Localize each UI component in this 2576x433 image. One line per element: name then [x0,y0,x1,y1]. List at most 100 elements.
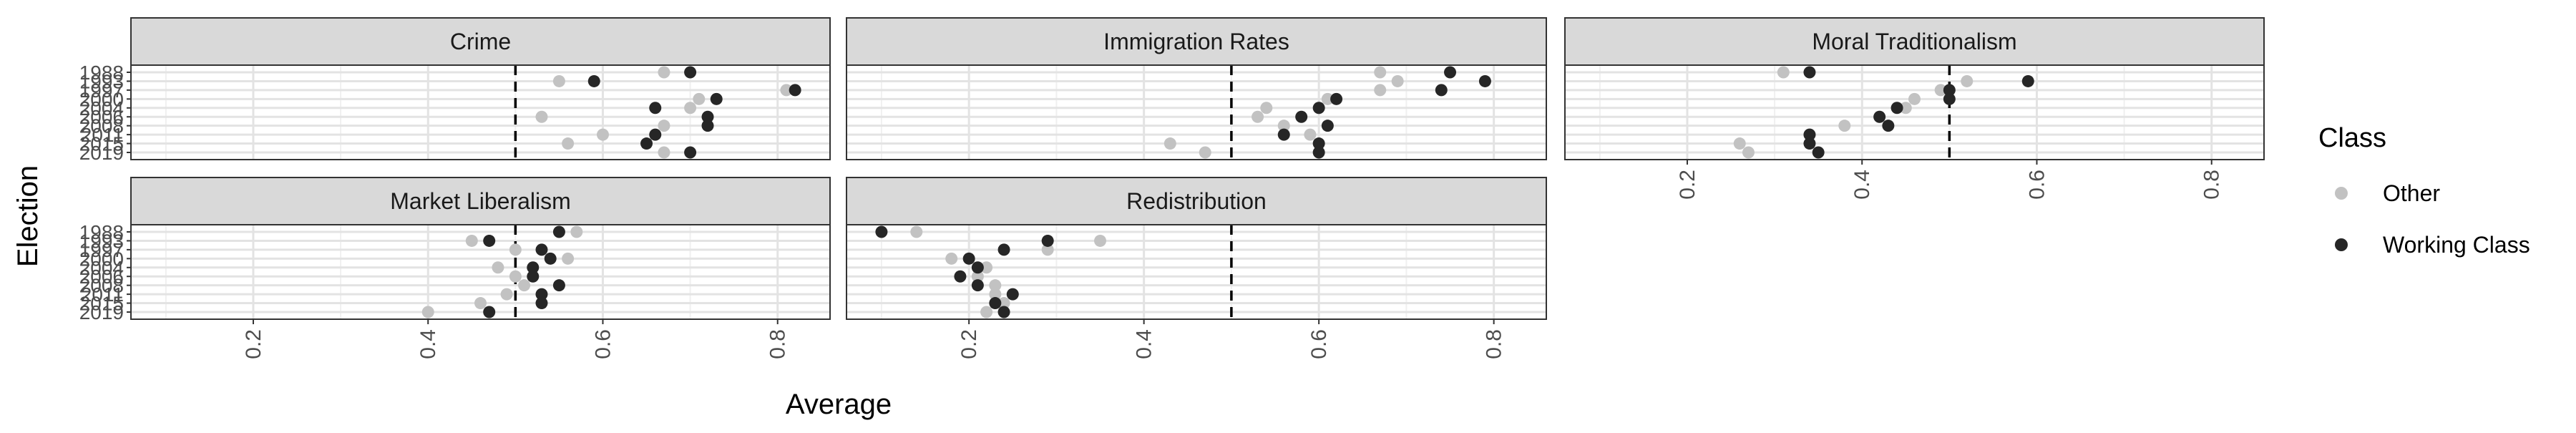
panel-border [846,64,1547,160]
data-point-working [710,92,723,105]
data-point-other [693,92,706,105]
y-tick-label: 1997 [79,239,124,261]
data-point-working [1330,92,1343,105]
data-point-working [1803,137,1816,150]
y-tick-label: 2004 [79,97,124,120]
y-tick-label: 1993 [79,70,124,92]
x-tick-label: 0.6 [1307,329,1331,359]
data-point-working [997,306,1010,318]
data-point-other [1961,74,1974,87]
data-point-working [962,252,975,265]
facet-strip [130,17,831,66]
data-point-working [1312,102,1325,115]
data-point-other [658,146,670,159]
y-tick-label: 2006 [79,266,124,288]
x-tick-label: 0.4 [416,329,440,359]
facet-panel: Redistribution 0.2 0.4 0.6 0.8 [846,177,1547,359]
x-tick-label: 0.6 [591,329,615,359]
data-point-other [997,297,1010,310]
data-point-other [562,137,575,150]
data-point-other [1934,84,1947,97]
data-point-working [1873,110,1886,123]
data-point-other [945,252,958,265]
data-point-working [701,110,714,123]
y-tick-label: 1988 [79,221,124,243]
data-point-working [1943,84,1956,97]
data-point-other [1277,120,1290,132]
data-point-other [1908,92,1921,105]
data-point-other [1742,146,1755,159]
data-point-working [989,297,1002,310]
facet-title: Immigration Rates [1103,29,1289,54]
data-point-other [562,252,575,265]
data-point-other [1374,66,1387,79]
data-point-working [1006,288,1019,301]
y-tick-label: 2006 [79,106,124,128]
legend-key-working [2335,238,2348,251]
data-point-other [910,225,923,238]
data-point-other [535,110,548,123]
data-point-working [1444,66,1457,79]
data-point-other [980,306,993,318]
data-point-other [1777,66,1790,79]
data-point-working [1435,84,1448,97]
data-point-other [421,306,434,318]
facet-panel: Market Liberalism 19881993199720002004200… [79,177,831,359]
y-tick-label: 2000 [79,248,124,270]
data-point-working [1321,120,1334,132]
data-point-other [1391,74,1404,87]
data-point-other [658,120,670,132]
data-point-other [1733,137,1746,150]
facet-strip [846,177,1547,225]
x-tick-label: 0.6 [2025,170,2049,200]
data-point-other [1094,234,1107,247]
facet-panel: Crime 19881993199720002004200620082011201… [79,17,831,164]
data-point-other [474,297,487,310]
data-point-working [535,297,548,310]
legend-label: Working Class [2383,232,2530,258]
data-point-other [989,279,1002,292]
facet-panel: Immigration Rates [846,17,1547,160]
data-point-working [1882,120,1895,132]
data-point-other [1838,120,1851,132]
x-tick-label: 0.4 [1850,170,1874,200]
y-tick-label: 1988 [79,62,124,84]
facet-title: Redistribution [1126,188,1267,214]
data-point-working [701,120,714,132]
data-point-other [1899,102,1912,115]
y-tick-label: 2004 [79,257,124,279]
y-tick-label: 2000 [79,88,124,110]
data-point-other [1374,84,1387,97]
data-point-working [535,243,548,256]
y-axis-title: Election [12,165,44,267]
data-point-working [483,234,496,247]
data-point-working [552,225,565,238]
facet-title: Moral Traditionalism [1812,29,2016,54]
data-point-working [649,128,662,141]
data-point-working [789,84,801,97]
plot-background [847,225,1546,319]
data-point-working [971,279,984,292]
data-point-working [552,279,565,292]
data-point-working [1312,137,1325,150]
data-point-other [500,288,513,301]
data-point-other [509,243,522,256]
data-point-working [875,225,888,238]
data-point-other [465,234,478,247]
legend-title: Class [2318,123,2386,153]
data-point-other [492,261,504,274]
legend-label: Other [2383,180,2440,206]
plot-background [847,65,1546,160]
data-point-working [2021,74,2034,87]
data-point-working [587,74,600,87]
panel-border [1564,64,2265,160]
data-point-other [1041,243,1054,256]
data-point-working [1478,74,1491,87]
data-point-working [640,137,653,150]
y-tick-label: 2008 [79,275,124,297]
data-point-working [483,306,496,318]
facet-strip [130,177,831,225]
x-tick-label: 0.8 [1483,329,1506,359]
data-point-working [971,261,984,274]
y-tick-label: 1993 [79,230,124,252]
